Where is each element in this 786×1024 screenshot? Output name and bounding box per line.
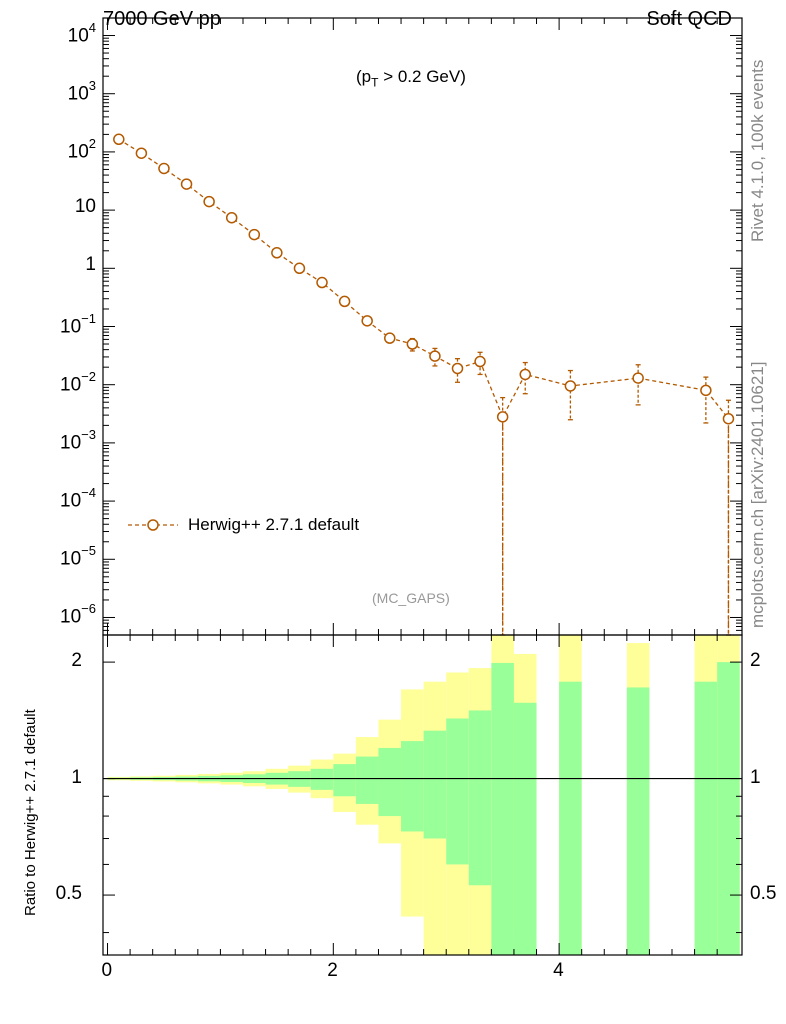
green-band-bin [423,730,447,839]
cut-label-main: (p [356,67,372,86]
cut-label-sub: T [371,75,379,90]
data-point [429,350,441,362]
main-y-tick-label: 10 [74,196,96,218]
analysis-tag: (MC_GAPS) [372,590,450,606]
data-point [338,295,351,308]
data-point [474,355,486,368]
main-y-tick-label: 10−5 [60,543,96,570]
ratio-y-tick-label: 1 [71,766,82,788]
right-title: Soft QCD [646,8,732,30]
data-point [113,133,125,146]
ratio-y-tick-label-right: 1 [750,766,761,788]
green-band-bin [333,764,356,797]
legend-marker [128,519,178,531]
rivet-version-label: Rivet 4.1.0, 100k events [748,59,767,242]
green-band-bin [559,681,582,955]
data-point [316,276,328,289]
data-point [203,195,215,208]
data-point [225,211,238,224]
legend-point [147,519,159,531]
x-tick-label: 2 [327,960,338,981]
axis-ticks [103,17,742,955]
ratio-y-tick-label-right: 2 [750,650,761,672]
x-tick-label: 4 [553,960,564,981]
data-point [564,380,577,392]
ratio-ylabel: Ratio to Herwig++ 2.7.1 default [22,709,39,916]
main-y-tick-label: 10−2 [60,368,96,396]
data-point [406,338,419,350]
main-y-tick-label: 10−6 [60,601,96,628]
main-y-tick-label: 103 [67,77,96,105]
green-band-bin [694,681,718,955]
green-band-bin [717,662,740,955]
green-band-bin [513,702,537,955]
main-y-tick-label: 104 [67,19,96,46]
main-y-tick-label: 10−4 [60,485,96,512]
legend-label: Herwig++ 2.7.1 default [188,515,360,534]
ratio-frame [102,634,743,956]
green-band-bin [378,747,402,817]
ratio-bands [107,635,740,955]
main-y-tick-label: 10−3 [60,426,96,454]
ratio-y-tick-label: 0.5 [55,883,82,905]
data-series [113,133,735,636]
data-point [293,262,306,275]
green-band-bin [491,662,514,955]
data-point [632,372,644,384]
data-point [158,162,170,175]
mcplots-label: mcplots.cern.ch [arXiv:2401.10621] [748,361,767,628]
data-point [135,147,148,159]
green-band-bin [401,741,424,832]
green-band-bin [355,756,379,804]
data-point [722,412,735,425]
data-point [361,315,373,327]
green-band-bin [468,710,492,886]
data-point [384,332,396,344]
green-band-bin [310,768,334,790]
main-y-tick-label: 10−1 [60,310,96,337]
data-point [248,228,261,241]
ratio-y-tick-label: 2 [71,650,82,672]
main-y-tick-label: 1 [85,254,96,276]
data-point [519,368,531,381]
green-band-bin [626,687,650,955]
data-point [700,384,712,397]
main-frame [102,17,743,636]
cut-label: (pT > 0.2 GeV) [356,67,466,89]
cut-label-rest: > 0.2 GeV) [378,67,466,86]
main-y-tick-label: 102 [67,135,96,163]
data-point [451,362,464,375]
data-point [496,411,509,423]
data-point [180,178,193,190]
x-tick-label: 0 [101,960,113,981]
left-title: 7000 GeV pp [103,8,221,30]
ratio-y-tick-label-right: 0.5 [750,883,777,905]
data-point [271,247,283,259]
green-band-bin [446,718,469,865]
